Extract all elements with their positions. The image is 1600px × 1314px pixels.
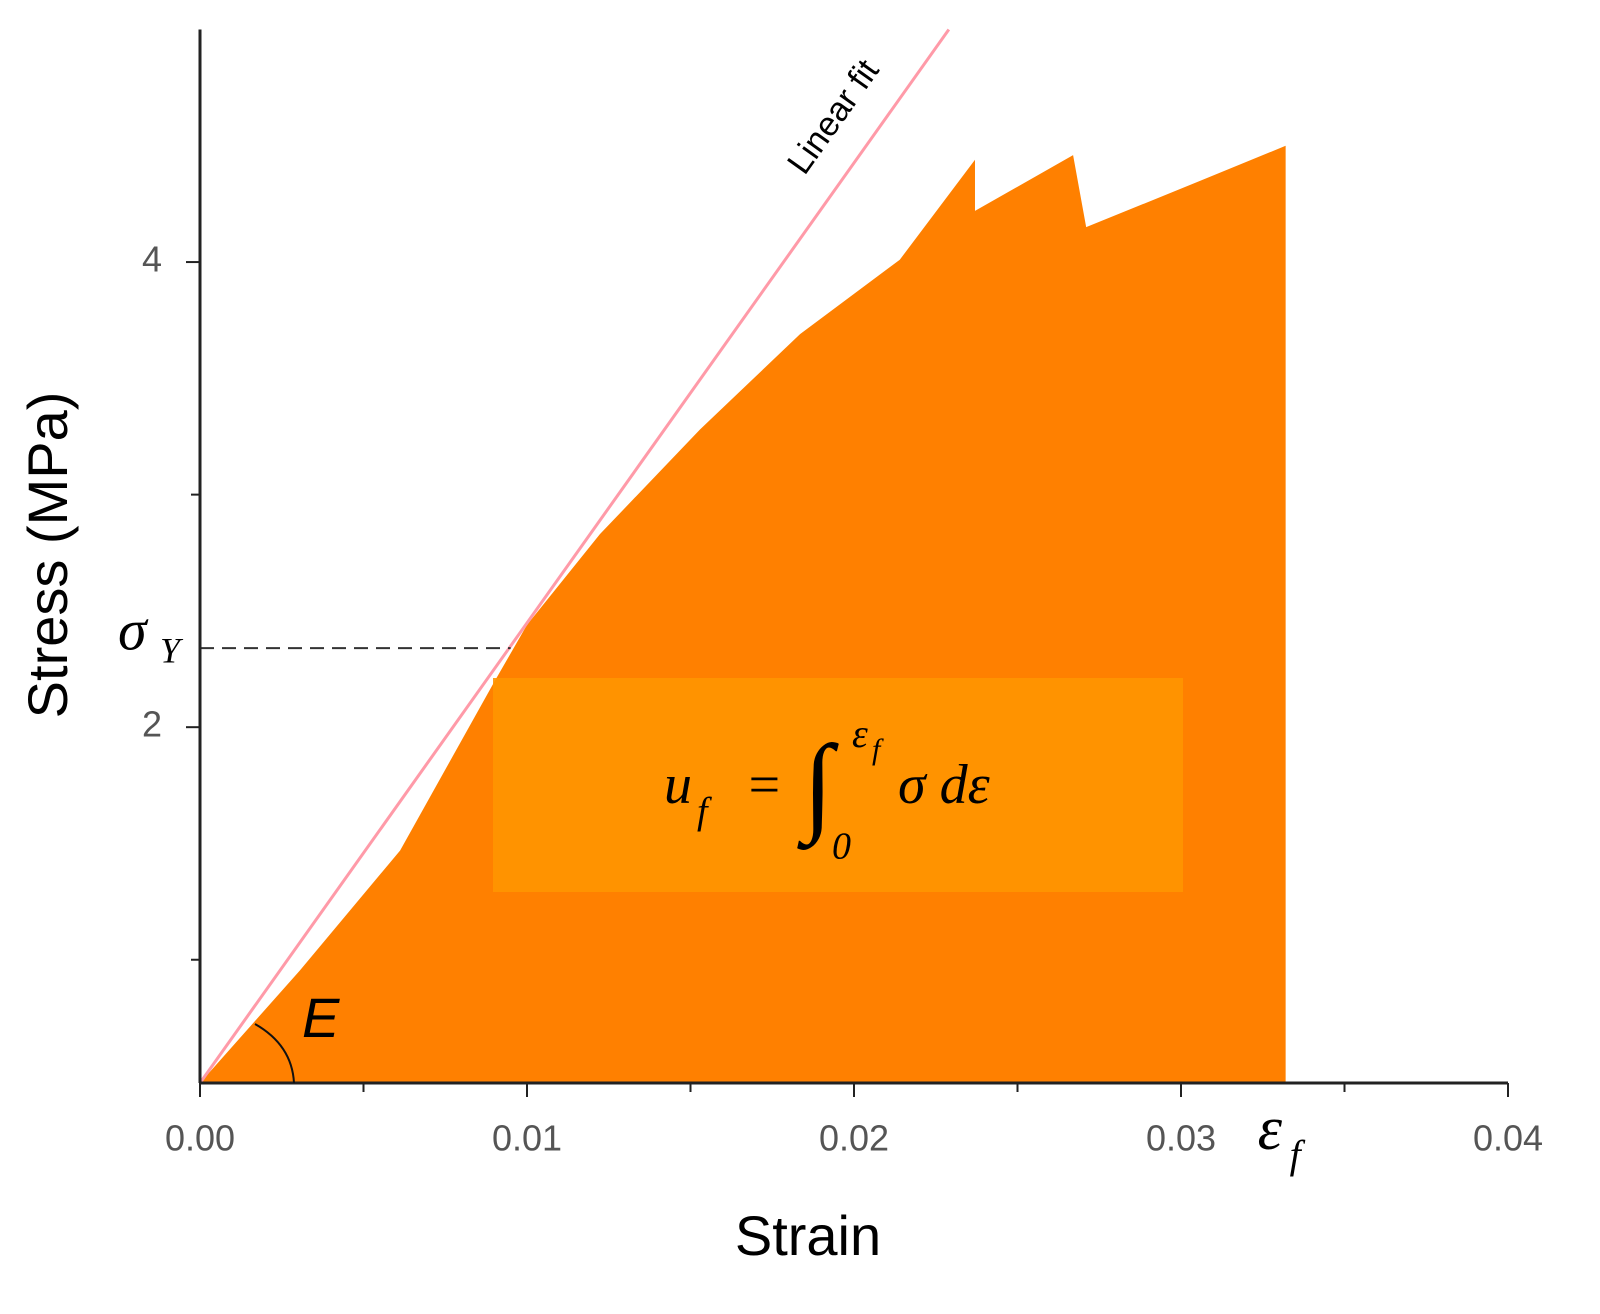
y-tick-label: 2 (142, 704, 162, 745)
failure-symbol: ε (1258, 1095, 1283, 1163)
y-axis-label: Stress (MPa) (16, 392, 79, 719)
yield-symbol: σ (118, 597, 149, 662)
y-tick-label: 4 (142, 239, 162, 280)
formula-integral: ∫ (797, 722, 839, 850)
formula-integrand: σ dε (898, 754, 991, 816)
x-tick-label: 0.01 (492, 1118, 562, 1159)
x-tick-label: 0.02 (819, 1118, 889, 1159)
formula-lhs: u (664, 754, 692, 816)
yield-subscript: Y (160, 630, 184, 670)
x-tick-label: 0.04 (1473, 1118, 1543, 1159)
formula-equals: = (745, 754, 783, 816)
x-axis-label: Strain (735, 1204, 881, 1267)
linear-fit (198, 28, 951, 1084)
failure-subscript: f (1290, 1132, 1306, 1177)
linear-fit-label: Linear fit (780, 52, 887, 181)
formula-box (493, 678, 1183, 892)
x-tick-label: 0.03 (1146, 1118, 1216, 1159)
x-tick-label: 0.00 (165, 1118, 235, 1159)
modulus-label: E (302, 986, 340, 1049)
modulus-arc (254, 1023, 295, 1084)
formula-lower: 0 (832, 826, 851, 868)
formula-upper: ε (852, 711, 868, 756)
area (200, 145, 1286, 1084)
